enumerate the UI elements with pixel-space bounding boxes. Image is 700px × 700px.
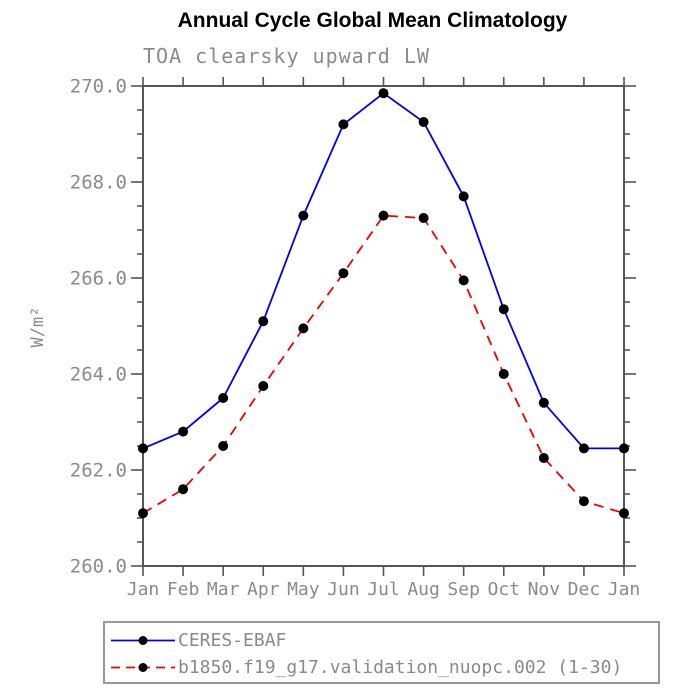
x-tick-label: Sep	[447, 579, 480, 600]
series-0-marker	[378, 88, 389, 99]
x-tick-label: Jan	[608, 579, 641, 600]
x-tick-label: Jun	[327, 579, 360, 600]
legend-marker-dot-icon	[138, 636, 148, 645]
legend-marker-dot-icon	[138, 663, 148, 672]
legend-row-model: b1850.f19_g17.validation_nuopc.002 (1-30…	[110, 654, 658, 681]
series-0-marker	[619, 443, 629, 454]
series-1-marker	[138, 508, 148, 519]
y-tick-label: 264.0	[70, 364, 127, 386]
chart-subtitle: TOA clearsky upward LW	[143, 44, 430, 68]
x-tick-label: Apr	[247, 579, 280, 600]
x-tick-label: Nov	[528, 579, 561, 600]
series-1-marker	[498, 369, 509, 379]
series-1-marker	[458, 275, 469, 286]
series-1-marker	[619, 508, 629, 519]
x-tick-label: Aug	[407, 579, 440, 600]
series-1-marker	[538, 453, 549, 463]
series-1-marker	[258, 381, 269, 391]
x-tick-label: Jul	[367, 579, 400, 600]
x-tick-label: May	[287, 579, 320, 600]
series-0-marker	[498, 304, 509, 315]
x-tick-label: Oct	[487, 579, 520, 600]
x-tick-label: Feb	[167, 579, 200, 600]
series-1-marker	[418, 213, 429, 223]
y-tick-label: 268.0	[70, 172, 127, 194]
series-1-marker	[338, 268, 349, 279]
series-0-marker	[178, 426, 189, 437]
series-1-line	[142, 214, 625, 515]
legend-row-ceres: CERES-EBAF	[110, 627, 658, 654]
legend-label-ceres: CERES-EBAF	[178, 630, 287, 651]
chart-title: Annual Cycle Global Mean Climatology	[177, 9, 568, 32]
legend-line-sample-model	[111, 663, 175, 672]
legend-line-sample-ceres	[111, 636, 175, 645]
y-tick-label: 270.0	[70, 76, 127, 98]
series-1-marker	[578, 496, 589, 507]
series-0-marker	[418, 117, 429, 127]
series-1-marker	[178, 484, 189, 495]
x-tick-label: Jan	[127, 579, 160, 600]
series-1-marker	[298, 323, 309, 334]
y-tick-label: 260.0	[70, 556, 127, 578]
y-tick-label: 266.0	[70, 268, 127, 290]
series-0-marker	[258, 316, 269, 327]
legend-label-model: b1850.f19_g17.validation_nuopc.002 (1-30…	[178, 657, 623, 678]
series-0-marker	[218, 393, 229, 403]
series-0-line	[142, 92, 624, 450]
series-1-marker	[218, 441, 229, 451]
series-1-marker	[378, 210, 389, 221]
series-0-marker	[298, 210, 309, 221]
x-tick-label: Mar	[207, 579, 240, 600]
series-0-marker	[538, 397, 549, 408]
x-tick-label: Dec	[568, 579, 601, 600]
series-0-marker	[338, 119, 349, 130]
series-0-marker	[458, 191, 469, 202]
series-0-marker	[138, 443, 148, 454]
legend: CERES-EBAF b1850.f19_g17.validation_nuop…	[103, 621, 660, 684]
series-0-marker	[578, 443, 589, 454]
y-tick-label: 262.0	[70, 460, 127, 482]
